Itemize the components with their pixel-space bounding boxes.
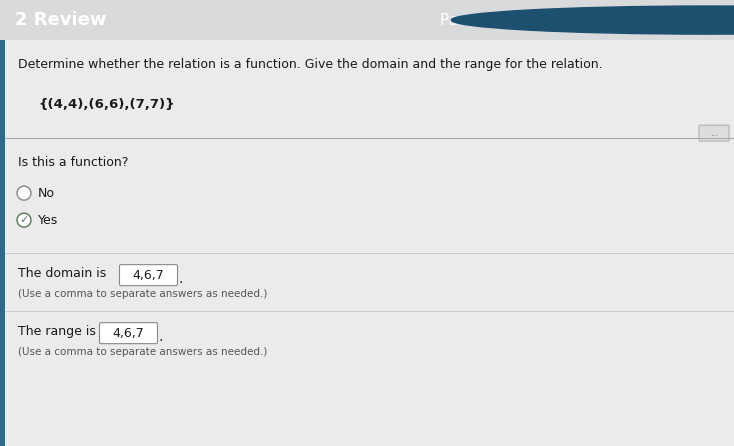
Text: (Use a comma to separate answers as needed.): (Use a comma to separate answers as need… [18, 347, 267, 357]
Circle shape [451, 6, 734, 34]
Text: 4,6,7: 4,6,7 [112, 326, 145, 340]
Bar [0, 40, 5, 446]
Text: {(4,4),(6,6),(7,7)}: {(4,4),(6,6),(7,7)} [38, 98, 175, 111]
Text: Yes: Yes [38, 214, 58, 227]
Text: (Use a comma to separate answers as needed.): (Use a comma to separate answers as need… [18, 289, 267, 299]
Text: .: . [178, 272, 182, 286]
Text: .: . [158, 330, 162, 344]
Text: Is this a function?: Is this a function? [18, 156, 128, 169]
Text: No: No [38, 186, 55, 200]
Text: 2 Review: 2 Review [15, 11, 106, 29]
Circle shape [17, 186, 31, 200]
FancyBboxPatch shape [699, 125, 729, 141]
Text: ✓: ✓ [19, 215, 29, 225]
Text: The range is: The range is [18, 325, 100, 338]
Circle shape [17, 213, 31, 227]
Text: 4,6,7: 4,6,7 [133, 268, 164, 281]
Text: Part 3 of 3: Part 3 of 3 [440, 12, 520, 28]
Text: ...: ... [710, 128, 718, 138]
Text: The domain is: The domain is [18, 267, 110, 280]
FancyBboxPatch shape [100, 322, 158, 343]
FancyBboxPatch shape [120, 264, 178, 285]
Text: Determine whether the relation is a function. Give the domain and the range for : Determine whether the relation is a func… [18, 58, 603, 71]
